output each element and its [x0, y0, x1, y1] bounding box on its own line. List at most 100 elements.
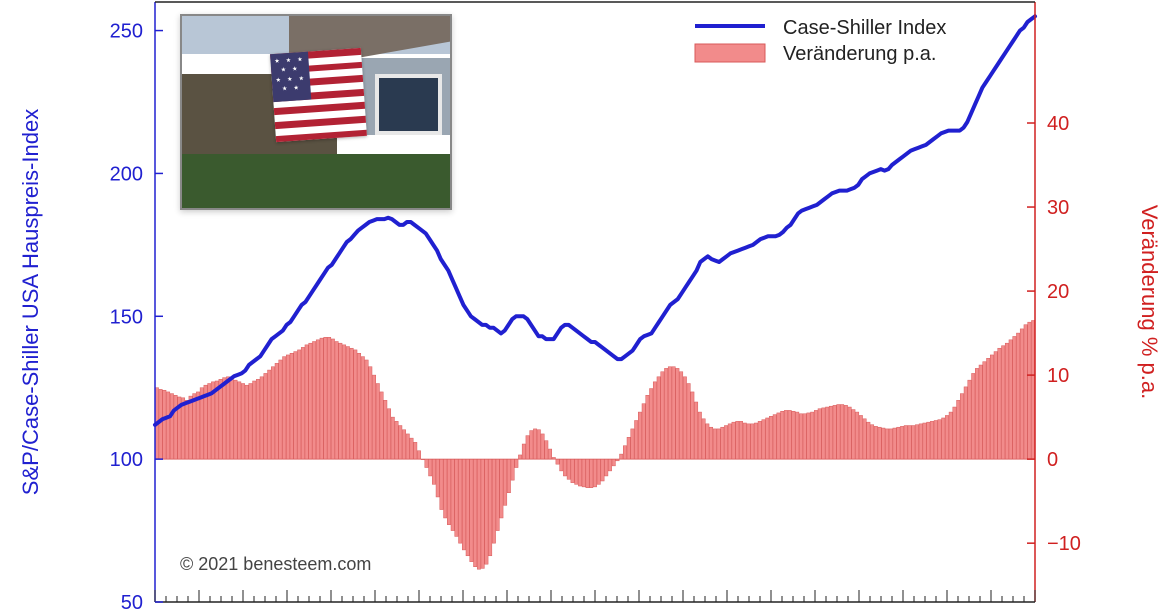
bar: [541, 434, 544, 459]
bar: [219, 379, 222, 459]
bar: [889, 429, 892, 459]
bar: [627, 437, 630, 459]
bar: [724, 426, 727, 460]
bar: [444, 459, 447, 518]
bar: [481, 459, 484, 568]
bar: [840, 405, 843, 460]
bar: [530, 431, 533, 460]
bar: [462, 459, 465, 550]
bar: [1001, 346, 1004, 459]
bar: [556, 459, 559, 464]
bar: [631, 429, 634, 459]
bar: [339, 343, 342, 459]
y-right-title: Veränderung % p.a.: [1137, 205, 1162, 399]
bar: [777, 413, 780, 459]
bar: [189, 396, 192, 459]
bar: [410, 438, 413, 459]
bar: [788, 410, 791, 459]
bar: [773, 415, 776, 460]
bar: [275, 363, 278, 459]
bar: [784, 410, 787, 459]
bar: [230, 378, 233, 459]
bar: [429, 459, 432, 476]
bar: [919, 424, 922, 459]
bar: [297, 350, 300, 459]
bar: [885, 429, 888, 459]
bar: [414, 442, 417, 459]
bar: [863, 419, 866, 459]
bar: [511, 459, 514, 480]
bar: [361, 357, 364, 460]
bar: [515, 459, 518, 467]
bar: [590, 459, 593, 488]
bar: [859, 415, 862, 459]
bar: [533, 429, 536, 459]
bar: [758, 421, 761, 459]
bar: [960, 394, 963, 460]
bar: [537, 430, 540, 459]
chart-container: 50100150200250−10010203040S&P/Case-Shill…: [0, 0, 1170, 610]
bar: [548, 449, 551, 459]
bar: [331, 339, 334, 459]
bar: [357, 353, 360, 459]
bar: [473, 459, 476, 567]
bar: [679, 372, 682, 459]
bar: [822, 408, 825, 459]
bar: [867, 422, 870, 459]
bar: [507, 459, 510, 493]
bar: [893, 428, 896, 459]
y-left-tick-label: 250: [110, 21, 143, 43]
bar: [612, 459, 615, 466]
bar: [567, 459, 570, 479]
bar: [571, 459, 574, 483]
bar: [964, 387, 967, 459]
y-left-tick-label: 150: [110, 306, 143, 328]
bar: [241, 384, 244, 460]
bar: [915, 425, 918, 459]
bar: [485, 459, 488, 564]
bar: [664, 368, 667, 459]
bar: [455, 459, 458, 536]
bar: [661, 372, 664, 459]
bar: [638, 412, 641, 459]
bar: [818, 409, 821, 459]
bar: [384, 400, 387, 459]
bar: [417, 451, 420, 459]
bar: [930, 421, 933, 459]
bar: [732, 422, 735, 459]
bar: [683, 377, 686, 459]
bar: [882, 428, 885, 459]
bar: [369, 367, 372, 459]
bar: [987, 358, 990, 459]
bar: [163, 390, 166, 459]
bar: [792, 411, 795, 459]
legend-line-label: Case-Shiller Index: [783, 17, 946, 39]
copyright-text: © 2021 benesteem.com: [180, 554, 371, 574]
legend-swatch: [695, 44, 765, 62]
bar: [642, 404, 645, 459]
bar: [754, 423, 757, 459]
bar: [608, 459, 611, 471]
bar: [736, 421, 739, 459]
bar: [563, 459, 566, 476]
bar: [601, 459, 604, 481]
bar: [372, 375, 375, 459]
bar: [635, 420, 638, 459]
bar: [975, 368, 978, 459]
bar: [432, 459, 435, 484]
bar: [676, 368, 679, 459]
bar: [327, 337, 330, 459]
bar: [990, 355, 993, 459]
bar: [878, 427, 881, 459]
bar: [829, 406, 832, 459]
bar: [672, 367, 675, 459]
y-right-tick-label: −10: [1047, 533, 1081, 555]
bar: [649, 389, 652, 460]
bar: [904, 426, 907, 460]
y-left-tick-label: 100: [110, 449, 143, 471]
bar: [181, 398, 184, 459]
bar: [972, 373, 975, 459]
bar: [316, 340, 319, 459]
bar: [687, 384, 690, 460]
bar: [193, 394, 196, 460]
